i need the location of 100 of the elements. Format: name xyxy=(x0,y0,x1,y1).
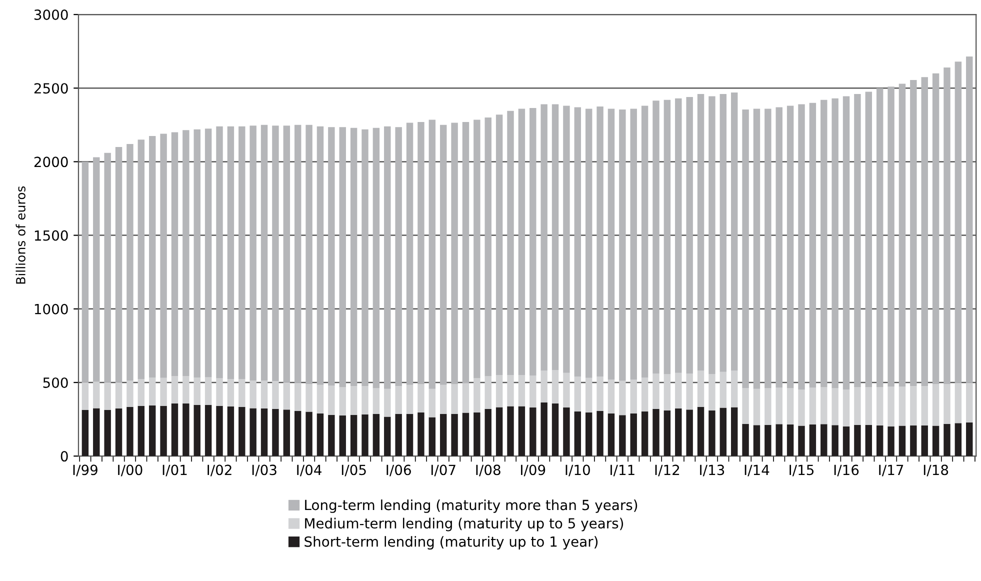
bar xyxy=(204,128,212,378)
bar xyxy=(809,387,816,424)
bar xyxy=(530,408,536,456)
bar xyxy=(372,128,380,388)
bar xyxy=(786,424,794,456)
bar xyxy=(138,140,145,379)
bar xyxy=(530,108,536,376)
bar xyxy=(339,415,346,456)
bar xyxy=(641,411,648,456)
bar xyxy=(160,378,167,406)
bar xyxy=(944,68,950,384)
bar xyxy=(428,120,436,389)
legend-label: Medium-term lending (maturity up to 5 years) xyxy=(305,518,624,532)
bar xyxy=(954,382,962,424)
bar xyxy=(664,410,671,456)
bar xyxy=(574,376,582,412)
bar xyxy=(944,384,950,424)
bar xyxy=(552,370,559,404)
bar xyxy=(507,110,514,375)
bar xyxy=(250,126,256,381)
bar xyxy=(608,414,615,456)
bar xyxy=(182,404,190,456)
bar xyxy=(440,414,447,456)
bar xyxy=(238,378,246,407)
bar xyxy=(842,96,850,390)
x-tick-label: I/08 xyxy=(476,464,500,476)
bar xyxy=(294,382,302,411)
bar xyxy=(842,426,850,456)
bar xyxy=(462,412,470,456)
bar xyxy=(518,374,526,406)
bar xyxy=(260,124,268,381)
bar xyxy=(898,84,906,387)
bar xyxy=(384,416,391,456)
bar xyxy=(876,387,884,426)
bar xyxy=(451,384,458,414)
bar xyxy=(842,390,850,426)
bar xyxy=(652,408,660,456)
bar xyxy=(138,378,145,406)
y-tick-label: 2000 xyxy=(34,156,68,168)
bar xyxy=(306,124,312,384)
bar xyxy=(339,387,346,416)
bar xyxy=(932,73,940,384)
bar xyxy=(753,388,760,426)
bar xyxy=(574,411,582,456)
bar xyxy=(608,108,615,380)
x-tick-label: I/01 xyxy=(162,464,187,476)
bar xyxy=(966,422,973,456)
bar xyxy=(216,378,223,406)
bar xyxy=(641,378,648,412)
bar xyxy=(160,406,167,456)
bar xyxy=(418,412,424,456)
bar xyxy=(876,88,884,388)
bar xyxy=(216,126,223,378)
bar xyxy=(104,410,111,456)
x-tick-label: I/04 xyxy=(297,464,322,476)
bar xyxy=(395,127,402,386)
bar xyxy=(764,108,772,388)
bar xyxy=(865,387,872,425)
y-tick-label: 500 xyxy=(43,377,68,388)
bar xyxy=(854,94,861,388)
bar xyxy=(194,378,200,405)
bar xyxy=(93,157,100,382)
bar xyxy=(238,126,246,379)
bar xyxy=(316,414,324,456)
bar xyxy=(138,406,145,456)
bar xyxy=(82,162,89,382)
bar xyxy=(876,425,884,456)
bar xyxy=(451,122,458,384)
bar xyxy=(339,127,346,388)
x-tick-label: I/00 xyxy=(118,464,142,476)
bar xyxy=(194,129,200,378)
bar xyxy=(328,386,335,415)
bar xyxy=(898,386,906,426)
bar xyxy=(227,126,234,379)
bar xyxy=(283,410,290,456)
bar xyxy=(204,377,212,405)
bar xyxy=(82,410,89,456)
y-tick-label: 3000 xyxy=(34,9,68,20)
bar xyxy=(708,410,716,456)
bar xyxy=(451,414,458,456)
bar xyxy=(730,370,738,408)
bar xyxy=(798,104,805,390)
bar xyxy=(574,107,582,377)
bar xyxy=(406,384,414,414)
bar xyxy=(160,134,167,378)
x-tick-label: I/05 xyxy=(342,464,366,476)
bar xyxy=(888,426,894,456)
bar xyxy=(786,106,794,388)
bar xyxy=(182,130,190,376)
bar xyxy=(708,96,716,374)
bar xyxy=(171,132,178,376)
bar xyxy=(619,109,626,381)
bar xyxy=(966,382,973,423)
bar xyxy=(406,122,414,385)
bar xyxy=(832,98,838,388)
bar xyxy=(484,376,492,409)
bar xyxy=(115,408,122,456)
bar xyxy=(316,126,324,385)
bar xyxy=(809,102,816,388)
bar xyxy=(910,80,917,386)
